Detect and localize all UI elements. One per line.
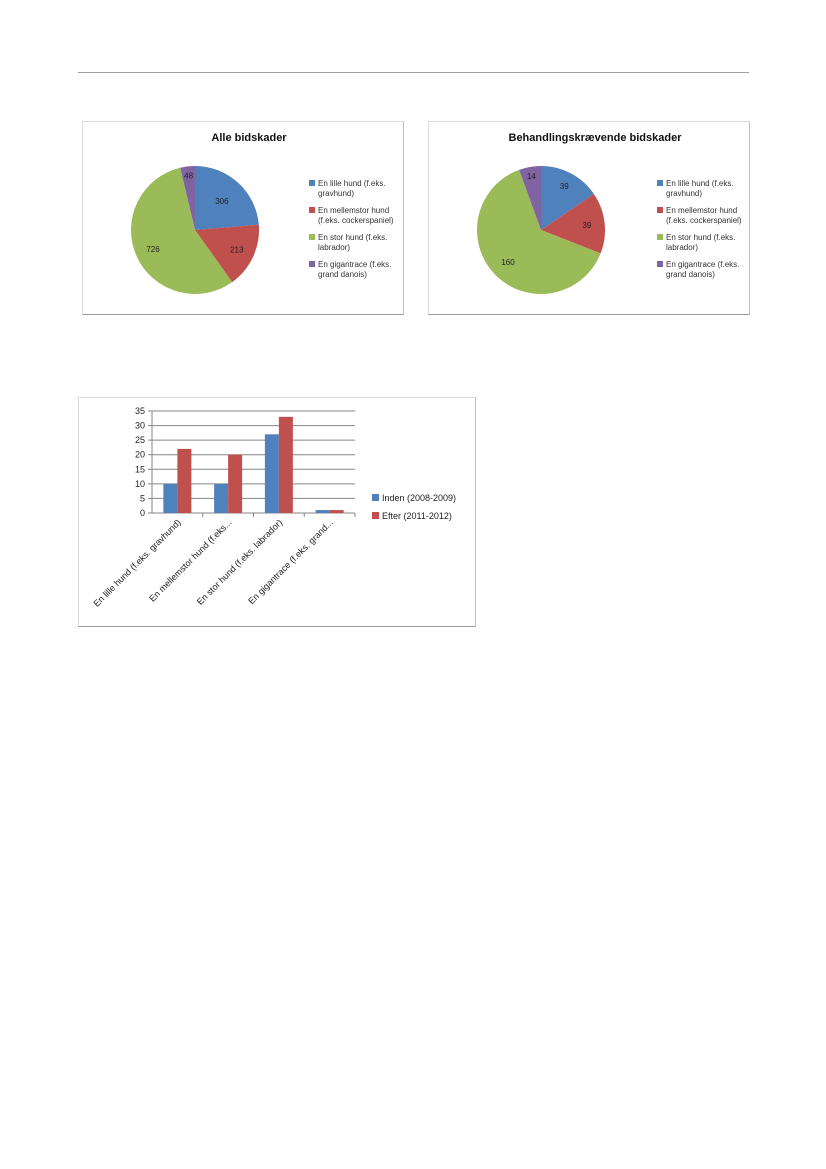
bar-before-large-dog xyxy=(264,434,279,513)
legend-label-giant-breed: grand danois) xyxy=(318,270,367,279)
page-header-rule xyxy=(78,72,749,73)
y-tick-label: 0 xyxy=(140,508,145,518)
legend-swatch-giant-breed xyxy=(657,261,663,267)
legend-label-medium-dog: (f.eks. cockerspaniel) xyxy=(666,216,742,225)
pie-data-label-medium-dog: 39 xyxy=(582,221,591,230)
legend-swatch-after xyxy=(372,512,379,519)
legend-label-before: Inden (2008-2009) xyxy=(382,493,456,503)
legend-label-large-dog: En stor hund (f.eks. xyxy=(666,233,735,242)
legend-swatch-medium-dog xyxy=(657,207,663,213)
legend-label-after: Efter (2011-2012) xyxy=(382,511,452,521)
legend-swatch-large-dog xyxy=(657,234,663,240)
bar-chart-before-after-svg: 0 5 10 15 20 25 30 35 En lille hund (f.eks. grav… xyxy=(92,406,457,609)
pie-data-label-large-dog: 160 xyxy=(501,258,515,267)
legend-label-small-dog: En lille hund (f.eks. xyxy=(666,179,734,188)
pie-title: Behandlingskrævende bidskader xyxy=(509,132,683,144)
bar-before-small-dog xyxy=(163,483,178,513)
bar-after-large-dog xyxy=(278,416,293,513)
pie-data-label-giant-breed: 14 xyxy=(527,172,536,181)
pie-chart-all-bites: Alle bidskader 306 213 726 48 En lille hund (… xyxy=(82,121,404,315)
legend-swatch-medium-dog xyxy=(309,207,315,213)
pie-chart-treatment-bites: Behandlingskrævende bidskader 39 39 160 14 En… xyxy=(428,121,750,315)
legend-label-small-dog: gravhund) xyxy=(666,189,702,198)
pie-slice-medium-dog xyxy=(541,193,606,254)
pie-slice-large-dog xyxy=(130,167,233,294)
y-tick-label: 5 xyxy=(140,493,145,503)
pie-data-label-small-dog: 39 xyxy=(560,182,569,191)
pie-slice-medium-dog xyxy=(195,224,260,283)
y-tick-label: 20 xyxy=(135,450,145,460)
pie-title: Alle bidskader xyxy=(211,132,287,144)
legend-swatch-giant-breed xyxy=(309,261,315,267)
legend-label-giant-breed: grand danois) xyxy=(666,270,715,279)
pie-slice-small-dog xyxy=(541,166,594,230)
legend-label-medium-dog: En mellemstor hund xyxy=(318,206,389,215)
pie-chart-all-bites-svg: Alle bidskader 306 213 726 48 En lille hund (… xyxy=(130,132,394,294)
pie-slice-giant-breed xyxy=(519,166,541,230)
y-tick-label: 30 xyxy=(135,421,145,431)
legend-label-small-dog: En lille hund (f.eks. xyxy=(318,179,386,188)
pie-data-label-large-dog: 726 xyxy=(146,245,160,254)
bar-chart-before-after: 0 5 10 15 20 25 30 35 En lille hund (f.eks. grav… xyxy=(78,397,476,627)
y-tick-label: 35 xyxy=(135,406,145,416)
legend-label-medium-dog: (f.eks. cockerspaniel) xyxy=(318,216,394,225)
bar-after-small-dog xyxy=(177,448,192,513)
legend-label-large-dog: labrador) xyxy=(318,243,350,252)
y-tick-label: 15 xyxy=(135,464,145,474)
bar-after-medium-dog xyxy=(228,454,243,513)
y-tick-label: 25 xyxy=(135,435,145,445)
legend-swatch-small-dog xyxy=(309,180,315,186)
pie-slice-large-dog xyxy=(477,169,601,294)
x-category-label: En lille hund (f.eks. gravhund) xyxy=(92,517,183,608)
pie-slice-giant-breed xyxy=(180,166,195,230)
legend-swatch-before xyxy=(372,494,379,501)
legend-label-small-dog: gravhund) xyxy=(318,189,354,198)
legend-swatch-small-dog xyxy=(657,180,663,186)
bar-before-medium-dog xyxy=(214,483,229,513)
legend-label-giant-breed: En gigantrace (f.eks. xyxy=(318,260,391,269)
legend-label-large-dog: En stor hund (f.eks. xyxy=(318,233,387,242)
pie-slice-small-dog xyxy=(195,166,259,230)
x-category-label: En gigantrace (f.eks. grand... xyxy=(246,517,335,606)
bar-after-giant-breed xyxy=(329,510,344,513)
y-tick-label: 10 xyxy=(135,479,145,489)
pie-data-label-small-dog: 306 xyxy=(215,197,229,206)
bar-before-giant-breed xyxy=(315,510,330,513)
legend-label-medium-dog: En mellemstor hund xyxy=(666,206,737,215)
legend-label-giant-breed: En gigantrace (f.eks. xyxy=(666,260,739,269)
legend-label-large-dog: labrador) xyxy=(666,243,698,252)
pie-data-label-giant-breed: 48 xyxy=(184,171,193,180)
pie-chart-treatment-bites-svg: Behandlingskrævende bidskader 39 39 160 14 En… xyxy=(477,132,742,294)
pie-data-label-medium-dog: 213 xyxy=(230,245,244,254)
x-category-label: En stor hund (f.eks. labrador) xyxy=(195,517,284,606)
x-category-label: En mellemstor hund (f.eks... xyxy=(147,517,233,603)
legend-swatch-large-dog xyxy=(309,234,315,240)
